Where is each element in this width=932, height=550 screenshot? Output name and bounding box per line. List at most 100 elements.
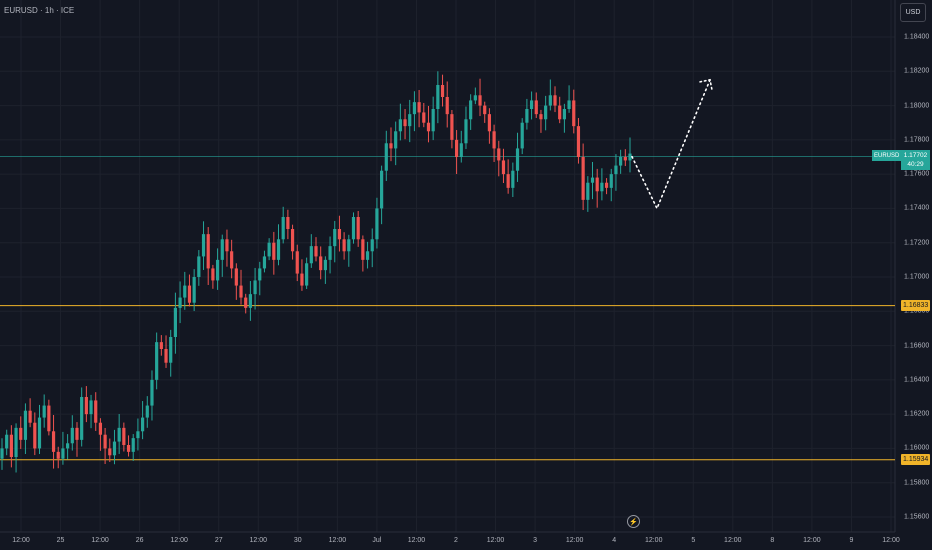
candle-body [417,102,421,113]
candle-body [459,143,463,157]
candle-body [211,268,215,281]
candle-body [558,105,562,120]
candle-body [511,170,515,188]
price-tick-label: 1.16800 [904,307,930,315]
candle-body [609,174,613,188]
candle-body [548,95,552,106]
candle-body [487,114,492,132]
candle-body [19,427,23,440]
time-tick-label: 12:00 [565,537,584,544]
candle-body [253,280,257,295]
candlestick-series [0,71,632,473]
candle-body [122,427,126,445]
chart-grid [0,0,896,533]
time-tick-label: 4 [612,537,617,544]
candle-body [544,105,548,120]
candle-body [412,102,417,115]
time-tick-label: 12:00 [12,537,30,544]
price-tick-label: 1.17800 [904,136,930,144]
time-tick-label: 12:00 [724,537,742,544]
candle-body [323,259,327,271]
candle-body [623,157,627,161]
currency-button[interactable]: USD [900,3,926,22]
time-tick-label: 5 [691,537,696,544]
horizontal-levels [0,156,895,461]
candle-body [506,174,510,188]
candle-body [586,182,590,200]
candle-body [469,100,473,120]
candle-body [478,95,482,106]
candle-body [422,112,426,123]
candle-body [230,251,234,269]
time-tick-label: 8 [770,537,775,544]
candle-body [126,445,131,452]
candle-body [295,251,299,274]
candle-body [604,182,609,188]
candle-body [145,405,149,418]
candle-body [98,422,103,435]
candle-body [534,100,538,115]
price-tick-label: 1.16000 [904,444,930,452]
candle-body [112,441,117,456]
candle-body [389,143,393,149]
price-tick-label: 1.15600 [904,513,930,521]
candle-body [501,160,506,175]
candle-body [384,143,388,171]
candle-body [201,234,206,257]
time-tick-label: 26 [135,537,144,544]
candle-body [47,405,51,432]
candle-body [239,285,243,298]
candle-body [51,431,56,452]
level-upper-tag: 1.16833 [901,300,931,312]
candle-body [159,342,163,349]
current-price-tag: 1.17702 40:29 [901,150,930,170]
price-tick-label: 1.18400 [904,33,930,41]
candle-body [290,229,295,252]
candle-body [0,448,4,459]
candle-body [492,131,496,149]
candle-body [136,431,140,439]
candle-body [267,242,271,257]
candle-body [450,114,454,140]
candle-body [314,246,318,257]
candle-body [37,417,42,449]
candle-body [117,427,121,442]
time-tick-label: 2 [454,537,458,544]
projection-line [631,79,711,211]
candle-body [539,114,543,120]
candle-body [140,417,145,432]
price-tick-label: 1.16400 [904,376,930,384]
candle-body [567,100,571,109]
candle-body [333,229,337,247]
candle-body [155,342,159,380]
price-tick-label: 1.16600 [904,342,930,350]
candle-body [572,100,576,127]
candle-body [178,297,182,308]
candle-body [619,157,623,166]
candle-body [337,229,342,240]
candle-body [342,239,346,252]
lightning-event-icon[interactable]: ⚡ [627,515,640,528]
candle-body [28,410,32,423]
candle-body [286,217,290,229]
candle-body [553,95,557,106]
candle-body [281,217,285,240]
candle-body [375,208,379,240]
symbol-price-label: EURUSD [872,150,902,161]
candle-body [370,239,374,252]
price-tick-label: 1.18200 [904,67,930,75]
candle-body [272,242,276,260]
candle-body [244,297,248,308]
candle-body [66,443,70,449]
time-tick-label: Jul [372,537,382,544]
candle-body [445,97,449,115]
candle-body [436,85,440,109]
price-tick-label: 1.15800 [904,479,930,487]
candle-body [356,217,360,240]
candle-body [75,427,79,440]
candle-body [206,234,210,269]
candle-body [23,410,28,440]
time-tick-label: 30 [293,537,302,544]
time-tick-label: 12:00 [644,537,663,544]
